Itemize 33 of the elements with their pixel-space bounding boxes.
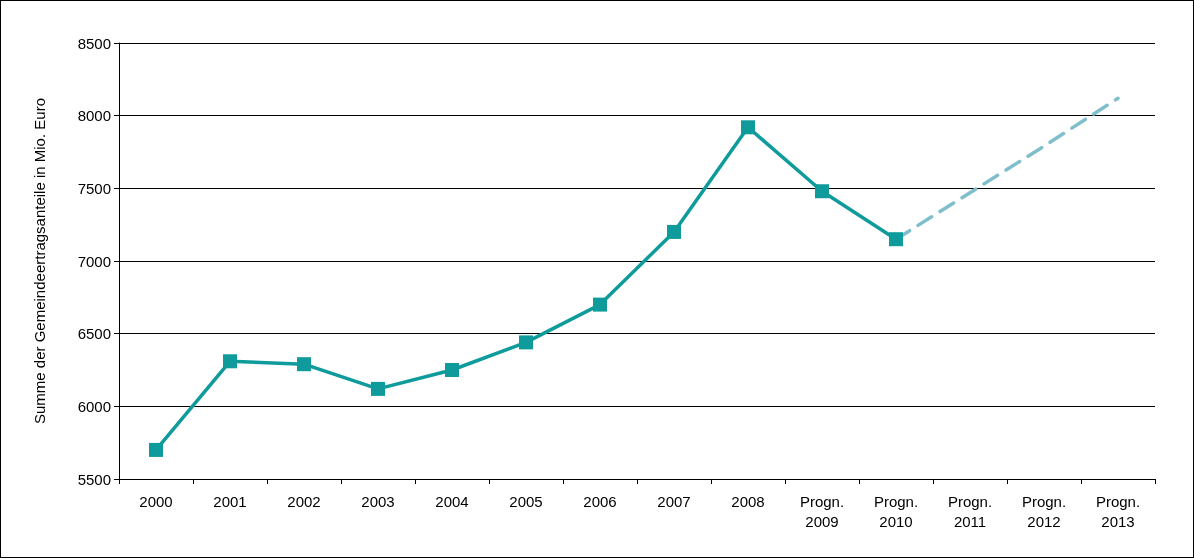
point bbox=[593, 297, 607, 312]
x-tick-label: 2001 bbox=[213, 492, 247, 510]
x-tick-label: 2004 bbox=[435, 492, 469, 510]
point bbox=[741, 120, 755, 135]
point bbox=[371, 381, 385, 396]
y-tick-label: 7500 bbox=[77, 179, 111, 197]
y-tick-label: 8500 bbox=[77, 34, 111, 52]
point bbox=[445, 363, 459, 377]
x-tick-label: 2003 bbox=[361, 492, 395, 510]
point bbox=[297, 357, 311, 372]
x-tick-label: 2006 bbox=[583, 492, 617, 510]
x-tick-label: 2008 bbox=[731, 492, 765, 510]
y-tick-label: 7000 bbox=[77, 252, 111, 270]
point bbox=[815, 184, 829, 199]
y-tick-label: 6500 bbox=[77, 325, 111, 343]
point bbox=[223, 354, 237, 369]
point bbox=[519, 335, 533, 350]
x-tick-label: Progn. 2010 bbox=[873, 492, 919, 530]
x-tick-label: Progn. 2009 bbox=[799, 492, 845, 530]
y-axis-title: Summe der Gemeindeertragsanteile in Mio. Euro bbox=[31, 98, 48, 424]
x-tick-label: 2007 bbox=[657, 492, 691, 510]
y-tick-label: 8000 bbox=[77, 107, 111, 125]
x-tick-label: Progn. 2012 bbox=[1021, 492, 1067, 530]
point bbox=[149, 442, 163, 457]
x-tick-label: Progn. 2013 bbox=[1095, 492, 1141, 530]
point bbox=[667, 224, 681, 239]
x-tick-label: 2000 bbox=[139, 492, 173, 510]
y-tick-label: 5500 bbox=[77, 470, 111, 488]
x-tick-label: 2002 bbox=[287, 492, 321, 510]
y-tick-label: 6000 bbox=[77, 397, 111, 415]
point bbox=[889, 232, 903, 247]
x-tick-label: Progn. 2011 bbox=[947, 492, 993, 530]
x-tick-label: 2005 bbox=[509, 492, 543, 510]
